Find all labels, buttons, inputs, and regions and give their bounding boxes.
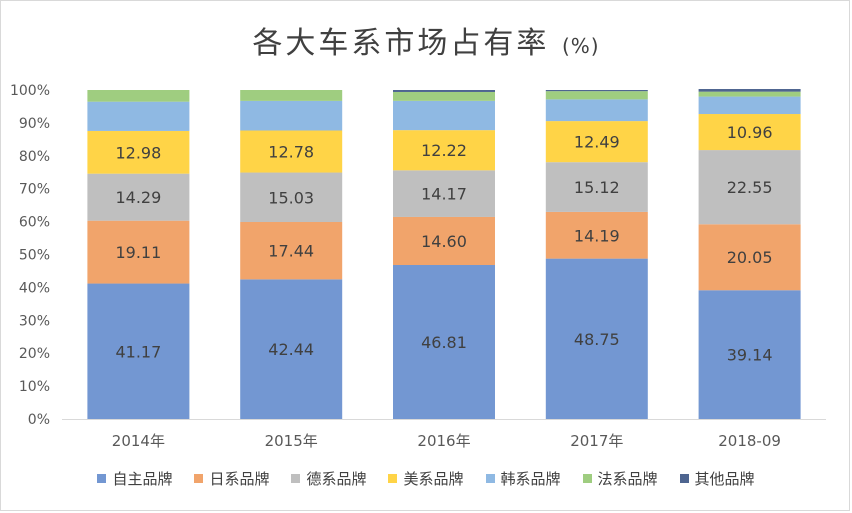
legend-label: 韩系品牌 <box>500 470 561 488</box>
bar-segment <box>393 170 495 217</box>
legend-label: 日系品牌 <box>209 470 270 488</box>
legend-label: 自主品牌 <box>112 470 173 488</box>
bar-segment <box>698 96 801 115</box>
legend-label: 美系品牌 <box>403 470 464 488</box>
legend-item: 日系品牌 <box>194 468 269 489</box>
y-tick-label: 70% <box>19 182 50 198</box>
legend-item: 韩系品牌 <box>485 468 561 489</box>
y-tick-label: 100% <box>10 83 50 99</box>
data-label: 12.49 <box>574 133 620 152</box>
bar-segment <box>87 220 190 284</box>
bar-segment <box>393 130 495 171</box>
bar-segment <box>87 130 190 174</box>
bar-segment <box>698 114 801 151</box>
data-label: 17.44 <box>268 242 314 261</box>
bar-segment <box>240 279 343 419</box>
y-tick-label: 40% <box>19 280 50 296</box>
data-label: 14.29 <box>115 188 161 207</box>
bar-segment <box>698 224 801 291</box>
data-label: 12.98 <box>115 143 161 162</box>
bar-segment <box>545 91 648 100</box>
legend-swatch <box>485 474 495 483</box>
x-tick-label: 2016年 <box>417 432 470 450</box>
legend-item: 美系品牌 <box>388 468 464 489</box>
data-label: 22.55 <box>727 178 773 197</box>
bar-segment <box>87 283 190 419</box>
legend: 自主品牌 日系品牌 德系品牌 美系品牌 韩系品牌 法系品牌 其他品牌 <box>0 468 852 489</box>
data-label: 15.03 <box>268 188 314 207</box>
y-tick-label: 80% <box>19 149 50 165</box>
data-label: 12.78 <box>268 143 314 162</box>
y-tick-label: 90% <box>19 116 50 132</box>
x-tick-label: 2014年 <box>112 432 165 450</box>
data-label: 46.81 <box>421 333 467 352</box>
data-label: 15.12 <box>574 178 620 197</box>
data-label: 14.19 <box>574 226 620 245</box>
chart-title-text: 各大车系市场占有率 <box>252 26 550 61</box>
bar-segment <box>698 89 801 92</box>
bar-segment <box>240 90 343 101</box>
bar-segment <box>545 121 648 163</box>
legend-label: 法系品牌 <box>597 470 658 488</box>
bar-segment <box>393 264 495 419</box>
legend-label: 其他品牌 <box>694 470 755 488</box>
x-tick-label: 2017年 <box>570 432 623 450</box>
bar-segment <box>698 290 801 419</box>
bar-segment <box>240 221 343 280</box>
legend-item: 自主品牌 <box>97 468 172 489</box>
legend-item: 其他品牌 <box>679 468 755 489</box>
legend-item: 法系品牌 <box>582 468 658 489</box>
bar-segment <box>87 90 190 102</box>
bar-segment <box>393 100 495 131</box>
x-tick-label: 2015年 <box>265 432 318 450</box>
y-tick-label: 10% <box>19 379 50 395</box>
data-label: 39.14 <box>727 346 773 365</box>
x-tick-label: 2018-09 <box>718 432 781 450</box>
data-label: 19.11 <box>115 243 161 262</box>
y-tick-label: 50% <box>19 248 50 264</box>
bar-segment <box>87 101 190 131</box>
legend-swatch <box>388 474 398 483</box>
data-label: 20.05 <box>727 248 773 267</box>
data-label: 12.22 <box>421 141 467 160</box>
legend-label: 德系品牌 <box>306 470 367 488</box>
bar-segment <box>545 211 648 259</box>
bar-segment <box>698 150 801 225</box>
y-tick-label: 0% <box>28 412 50 428</box>
chart-title-unit: (%) <box>561 34 600 58</box>
data-label: 10.96 <box>727 123 773 142</box>
legend-swatch <box>97 474 107 483</box>
y-tick-label: 30% <box>19 313 50 329</box>
bar-segment <box>240 172 343 222</box>
bar-segment <box>240 100 343 131</box>
bar-segment <box>545 90 648 92</box>
legend-swatch <box>194 474 204 483</box>
chart-title: 各大车系市场占有率 (%) <box>0 18 852 62</box>
data-label: 41.17 <box>115 342 161 361</box>
bar-segment <box>698 91 801 97</box>
legend-item: 德系品牌 <box>291 468 366 489</box>
legend-swatch <box>582 474 592 483</box>
bar-segment <box>545 162 648 212</box>
y-tick-label: 60% <box>19 215 50 231</box>
bar-segment <box>393 90 495 92</box>
legend-swatch <box>291 474 301 483</box>
bar-segment <box>545 99 648 122</box>
bar-segment <box>87 173 190 221</box>
data-label: 14.17 <box>421 185 467 204</box>
data-label: 48.75 <box>574 330 620 349</box>
bar-segment <box>545 258 648 419</box>
bar-segment <box>393 91 495 101</box>
y-tick-label: 20% <box>19 346 50 362</box>
bar-segment <box>393 216 495 265</box>
data-label: 42.44 <box>268 340 314 359</box>
legend-swatch <box>679 474 689 483</box>
data-label: 14.60 <box>421 232 467 251</box>
bar-segment <box>240 130 343 173</box>
